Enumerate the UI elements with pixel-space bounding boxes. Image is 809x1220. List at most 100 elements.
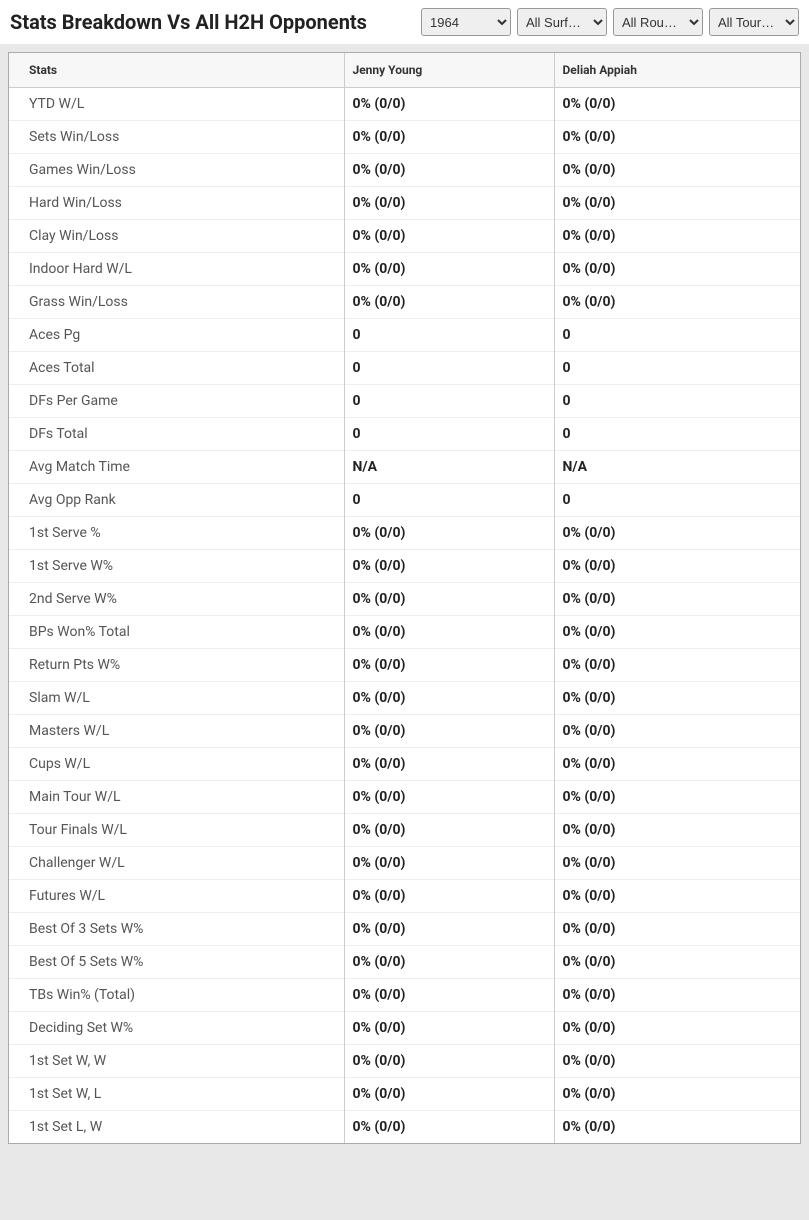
stat-value-player2: 0% (0/0) [554, 1012, 800, 1045]
stat-label: BPs Won% Total [9, 616, 344, 649]
stat-label: Aces Total [9, 352, 344, 385]
table-row: 1st Serve W%0% (0/0)0% (0/0) [9, 550, 800, 583]
col-header-player1: Jenny Young [344, 53, 554, 88]
stat-value-player2: 0 [554, 418, 800, 451]
stat-label: Masters W/L [9, 715, 344, 748]
stat-value-player2: 0% (0/0) [554, 748, 800, 781]
stat-value-player2: 0% (0/0) [554, 715, 800, 748]
table-row: Deciding Set W%0% (0/0)0% (0/0) [9, 1012, 800, 1045]
tour-select[interactable]: All Tour… [709, 8, 799, 36]
stat-value-player2: 0% (0/0) [554, 154, 800, 187]
stat-label: Avg Match Time [9, 451, 344, 484]
stat-value-player1: 0 [344, 352, 554, 385]
table-row: Best Of 3 Sets W%0% (0/0)0% (0/0) [9, 913, 800, 946]
round-select[interactable]: All Rou… [613, 8, 703, 36]
stat-value-player2: 0% (0/0) [554, 583, 800, 616]
stat-value-player1: 0% (0/0) [344, 1012, 554, 1045]
stat-label: Cups W/L [9, 748, 344, 781]
stat-value-player2: 0% (0/0) [554, 946, 800, 979]
stat-label: Deciding Set W% [9, 1012, 344, 1045]
stat-value-player1: 0% (0/0) [344, 1078, 554, 1111]
table-row: Indoor Hard W/L0% (0/0)0% (0/0) [9, 253, 800, 286]
stat-value-player1: 0% (0/0) [344, 715, 554, 748]
table-row: Games Win/Loss0% (0/0)0% (0/0) [9, 154, 800, 187]
stat-label: TBs Win% (Total) [9, 979, 344, 1012]
stat-label: Avg Opp Rank [9, 484, 344, 517]
table-row: DFs Total00 [9, 418, 800, 451]
stat-label: 2nd Serve W% [9, 583, 344, 616]
table-row: TBs Win% (Total)0% (0/0)0% (0/0) [9, 979, 800, 1012]
stat-value-player2: 0% (0/0) [554, 979, 800, 1012]
stat-value-player1: 0% (0/0) [344, 187, 554, 220]
stat-value-player1: 0% (0/0) [344, 1045, 554, 1078]
stat-value-player1: 0% (0/0) [344, 880, 554, 913]
stat-label: 1st Set L, W [9, 1111, 344, 1144]
stat-value-player2: 0 [554, 352, 800, 385]
table-row: Sets Win/Loss0% (0/0)0% (0/0) [9, 121, 800, 154]
table-row: Aces Pg00 [9, 319, 800, 352]
stat-value-player2: 0% (0/0) [554, 913, 800, 946]
stat-value-player2: 0% (0/0) [554, 517, 800, 550]
stat-label: Return Pts W% [9, 649, 344, 682]
stat-value-player2: 0% (0/0) [554, 187, 800, 220]
stat-value-player1: 0 [344, 418, 554, 451]
stat-value-player1: 0% (0/0) [344, 781, 554, 814]
stat-value-player1: 0% (0/0) [344, 748, 554, 781]
stat-value-player1: 0% (0/0) [344, 286, 554, 319]
stat-value-player1: 0% (0/0) [344, 253, 554, 286]
stat-value-player2: 0% (0/0) [554, 880, 800, 913]
stat-label: 1st Serve % [9, 517, 344, 550]
stat-value-player2: 0 [554, 319, 800, 352]
stat-value-player2: 0% (0/0) [554, 1111, 800, 1144]
surface-select[interactable]: All Surf… [517, 8, 607, 36]
stat-value-player2: 0% (0/0) [554, 1045, 800, 1078]
stat-value-player1: 0% (0/0) [344, 154, 554, 187]
filter-bar: 1964 All Surf… All Rou… All Tour… [421, 8, 799, 36]
table-row: Tour Finals W/L0% (0/0)0% (0/0) [9, 814, 800, 847]
stat-label: Hard Win/Loss [9, 187, 344, 220]
stat-label: Best Of 5 Sets W% [9, 946, 344, 979]
stat-value-player1: 0% (0/0) [344, 121, 554, 154]
stat-label: 1st Serve W% [9, 550, 344, 583]
stat-value-player1: 0 [344, 484, 554, 517]
stat-value-player1: N/A [344, 451, 554, 484]
table-row: DFs Per Game00 [9, 385, 800, 418]
table-row: YTD W/L0% (0/0)0% (0/0) [9, 88, 800, 121]
table-row: Avg Opp Rank00 [9, 484, 800, 517]
table-row: Hard Win/Loss0% (0/0)0% (0/0) [9, 187, 800, 220]
stat-label: Best Of 3 Sets W% [9, 913, 344, 946]
table-row: 1st Set W, W0% (0/0)0% (0/0) [9, 1045, 800, 1078]
stat-value-player2: 0% (0/0) [554, 286, 800, 319]
stat-value-player1: 0% (0/0) [344, 88, 554, 121]
table-row: 1st Set L, W0% (0/0)0% (0/0) [9, 1111, 800, 1144]
page-title: Stats Breakdown Vs All H2H Opponents [10, 10, 367, 34]
stat-value-player1: 0% (0/0) [344, 814, 554, 847]
stat-value-player2: 0% (0/0) [554, 253, 800, 286]
page-header: Stats Breakdown Vs All H2H Opponents 196… [0, 0, 809, 44]
stat-value-player2: 0% (0/0) [554, 847, 800, 880]
table-row: BPs Won% Total0% (0/0)0% (0/0) [9, 616, 800, 649]
stat-value-player1: 0% (0/0) [344, 1111, 554, 1144]
stat-label: 1st Set W, W [9, 1045, 344, 1078]
year-select[interactable]: 1964 [421, 8, 511, 36]
table-row: 1st Set W, L0% (0/0)0% (0/0) [9, 1078, 800, 1111]
stat-label: Tour Finals W/L [9, 814, 344, 847]
stat-value-player1: 0 [344, 319, 554, 352]
table-row: Main Tour W/L0% (0/0)0% (0/0) [9, 781, 800, 814]
stat-label: DFs Total [9, 418, 344, 451]
stat-value-player2: N/A [554, 451, 800, 484]
stat-label: Main Tour W/L [9, 781, 344, 814]
stat-value-player1: 0% (0/0) [344, 649, 554, 682]
stat-value-player1: 0% (0/0) [344, 946, 554, 979]
stat-label: YTD W/L [9, 88, 344, 121]
stat-value-player2: 0% (0/0) [554, 649, 800, 682]
table-row: Cups W/L0% (0/0)0% (0/0) [9, 748, 800, 781]
stat-value-player1: 0 [344, 385, 554, 418]
stat-label: Sets Win/Loss [9, 121, 344, 154]
stat-value-player1: 0% (0/0) [344, 847, 554, 880]
stat-value-player2: 0% (0/0) [554, 550, 800, 583]
stat-value-player1: 0% (0/0) [344, 550, 554, 583]
table-row: Clay Win/Loss0% (0/0)0% (0/0) [9, 220, 800, 253]
col-header-player2: Deliah Appiah [554, 53, 800, 88]
stat-value-player2: 0% (0/0) [554, 814, 800, 847]
